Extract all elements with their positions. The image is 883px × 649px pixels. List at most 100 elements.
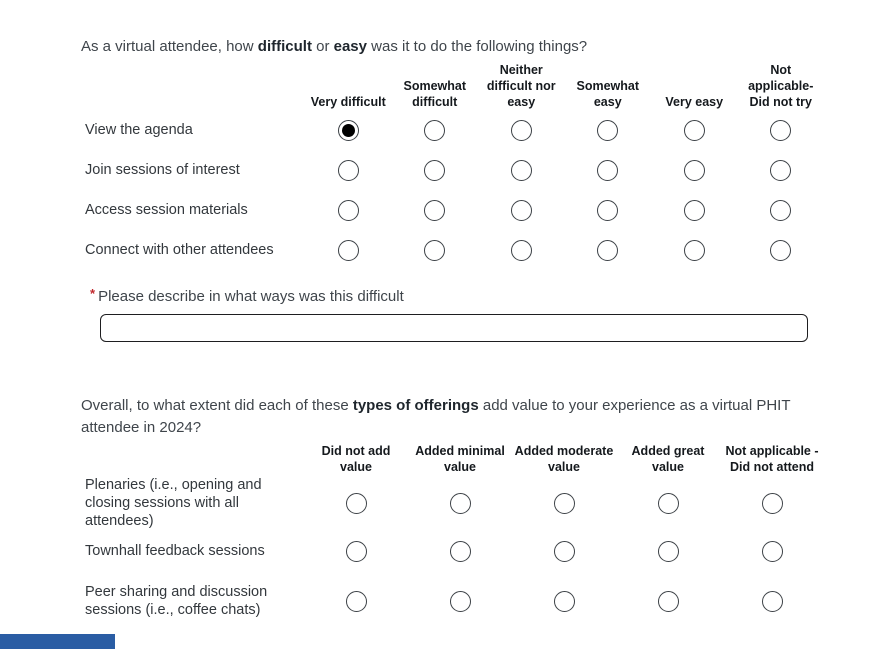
- radio-cell: [651, 119, 738, 141]
- radio-townhall-feedback-sessions-added-moderate-value[interactable]: [553, 540, 575, 562]
- row-label: Townhall feedback sessions: [85, 543, 265, 559]
- radio-access-session-materials-neither-difficult-nor-easy[interactable]: [510, 199, 532, 221]
- row-label: Plenaries (i.e., opening and closing ses…: [85, 477, 262, 529]
- column-header-not-applicable-did-not-attend: Not applicable - Did not attend: [725, 444, 819, 474]
- radio-join-sessions-of-interest-very-easy[interactable]: [683, 159, 705, 181]
- question-emphasis: types of offerings: [352, 397, 479, 414]
- matrix-row-peer-sharing-and-discussion-sessions-i-e-c: Peer sharing and discussion sessions (i.…: [85, 576, 824, 626]
- radio-cell: [512, 492, 616, 514]
- radio-connect-with-other-attendees-somewhat-difficult[interactable]: [424, 239, 446, 261]
- question-text-segment: or: [311, 38, 334, 55]
- radio-cell: [565, 119, 652, 141]
- radio-cell: [738, 119, 825, 141]
- radio-cell: [478, 119, 565, 141]
- radio-view-the-agenda-very-easy[interactable]: [683, 119, 705, 141]
- radio-plenaries-i-e-opening-and-closing-sessions-not-applicable-did-not-attend[interactable]: [761, 492, 783, 514]
- question-text-segment: As a virtual attendee, how: [81, 38, 258, 55]
- question-text-segment: was it to do the following things?: [367, 38, 588, 55]
- radio-cell: [305, 199, 392, 221]
- radio-join-sessions-of-interest-not-applicable-did-not-try[interactable]: [770, 159, 792, 181]
- radio-cell: [651, 159, 738, 181]
- radio-cell: [565, 159, 652, 181]
- question-emphasis: easy: [333, 38, 367, 55]
- radio-cell: [478, 199, 565, 221]
- radio-access-session-materials-very-easy[interactable]: [683, 199, 705, 221]
- radio-join-sessions-of-interest-neither-difficult-nor-easy[interactable]: [510, 159, 532, 181]
- radio-view-the-agenda-not-applicable-did-not-try[interactable]: [770, 119, 792, 141]
- radio-peer-sharing-and-discussion-sessions-i-e-c-added-great-value[interactable]: [657, 590, 679, 612]
- radio-cell: [392, 199, 479, 221]
- column-header-did-not-add-value: Did not add value: [321, 444, 391, 474]
- radio-view-the-agenda-somewhat-difficult[interactable]: [424, 119, 446, 141]
- question1-text: As a virtual attendee, how difficult or …: [81, 36, 821, 58]
- radio-connect-with-other-attendees-somewhat-easy[interactable]: [597, 239, 619, 261]
- radio-cell: [616, 492, 720, 514]
- radio-connect-with-other-attendees-very-easy[interactable]: [683, 239, 705, 261]
- radio-access-session-materials-not-applicable-did-not-try[interactable]: [770, 199, 792, 221]
- column-header-very-easy: Very easy: [665, 95, 724, 109]
- question-text-segment: add value to your experience as a virtua…: [81, 397, 791, 436]
- progress-bar-fill: [0, 634, 115, 649]
- matrix-header-row: Did not add value Added minimal value Adde…: [85, 440, 824, 476]
- matrix-header-row: Very difficult Somewhat difficult Neither …: [85, 62, 824, 110]
- radio-cell: [408, 540, 512, 562]
- radio-plenaries-i-e-opening-and-closing-sessions-did-not-add-value[interactable]: [345, 492, 367, 514]
- row-label: Connect with other attendees: [85, 242, 274, 258]
- column-header-added-minimal-value: Added minimal value: [415, 444, 505, 474]
- radio-cell: [304, 492, 408, 514]
- radio-view-the-agenda-neither-difficult-nor-easy[interactable]: [510, 119, 532, 141]
- radio-view-the-agenda-somewhat-easy[interactable]: [597, 119, 619, 141]
- radio-view-the-agenda-very-difficult[interactable]: [337, 119, 359, 141]
- question2-text: Overall, to what extent did each of thes…: [81, 395, 823, 439]
- radio-townhall-feedback-sessions-added-great-value[interactable]: [657, 540, 679, 562]
- radio-peer-sharing-and-discussion-sessions-i-e-c-did-not-add-value[interactable]: [345, 590, 367, 612]
- radio-cell: [565, 199, 652, 221]
- radio-cell: [305, 239, 392, 261]
- radio-plenaries-i-e-opening-and-closing-sessions-added-great-value[interactable]: [657, 492, 679, 514]
- radio-cell: [305, 119, 392, 141]
- radio-connect-with-other-attendees-not-applicable-did-not-try[interactable]: [770, 239, 792, 261]
- row-label: View the agenda: [85, 122, 193, 138]
- radio-join-sessions-of-interest-somewhat-easy[interactable]: [597, 159, 619, 181]
- radio-peer-sharing-and-discussion-sessions-i-e-c-not-applicable-did-not-attend[interactable]: [761, 590, 783, 612]
- radio-cell: [305, 159, 392, 181]
- radio-cell: [720, 590, 824, 612]
- column-header-neither-difficult-nor-easy: Neither difficult nor easy: [486, 63, 556, 109]
- matrix-row-view-the-agenda: View the agenda: [85, 110, 824, 150]
- radio-access-session-materials-somewhat-difficult[interactable]: [424, 199, 446, 221]
- radio-townhall-feedback-sessions-added-minimal-value[interactable]: [449, 540, 471, 562]
- radio-plenaries-i-e-opening-and-closing-sessions-added-moderate-value[interactable]: [553, 492, 575, 514]
- radio-cell: [408, 590, 512, 612]
- radio-townhall-feedback-sessions-did-not-add-value[interactable]: [345, 540, 367, 562]
- radio-join-sessions-of-interest-somewhat-difficult[interactable]: [424, 159, 446, 181]
- radio-peer-sharing-and-discussion-sessions-i-e-c-added-moderate-value[interactable]: [553, 590, 575, 612]
- radio-cell: [304, 590, 408, 612]
- radio-cell: [651, 199, 738, 221]
- column-header-added-moderate-value: Added moderate value: [514, 444, 614, 474]
- radio-connect-with-other-attendees-very-difficult[interactable]: [337, 239, 359, 261]
- matrix-row-townhall-feedback-sessions: Townhall feedback sessions: [85, 526, 824, 576]
- radio-cell: [720, 540, 824, 562]
- radio-cell: [304, 540, 408, 562]
- radio-peer-sharing-and-discussion-sessions-i-e-c-added-minimal-value[interactable]: [449, 590, 471, 612]
- radio-cell: [478, 239, 565, 261]
- row-label: Join sessions of interest: [85, 162, 240, 178]
- column-header-very-difficult: Very difficult: [310, 95, 386, 109]
- matrix-row-plenaries-i-e-opening-and-closing-sessions: Plenaries (i.e., opening and closing ses…: [85, 476, 824, 529]
- radio-townhall-feedback-sessions-not-applicable-did-not-attend[interactable]: [761, 540, 783, 562]
- radio-cell: [565, 239, 652, 261]
- radio-access-session-materials-somewhat-easy[interactable]: [597, 199, 619, 221]
- radio-access-session-materials-very-difficult[interactable]: [337, 199, 359, 221]
- radio-cell: [478, 159, 565, 181]
- radio-cell: [651, 239, 738, 261]
- matrix-row-connect-with-other-attendees: Connect with other attendees: [85, 230, 824, 270]
- followup-label-text: Please describe in what ways was this di…: [98, 288, 404, 305]
- matrix-row-join-sessions-of-interest: Join sessions of interest: [85, 150, 824, 190]
- difficult-description-input[interactable]: [100, 314, 808, 342]
- column-header-somewhat-difficult: Somewhat difficult: [403, 79, 466, 109]
- radio-join-sessions-of-interest-very-difficult[interactable]: [337, 159, 359, 181]
- radio-connect-with-other-attendees-neither-difficult-nor-easy[interactable]: [510, 239, 532, 261]
- radio-plenaries-i-e-opening-and-closing-sessions-added-minimal-value[interactable]: [449, 492, 471, 514]
- radio-cell: [392, 119, 479, 141]
